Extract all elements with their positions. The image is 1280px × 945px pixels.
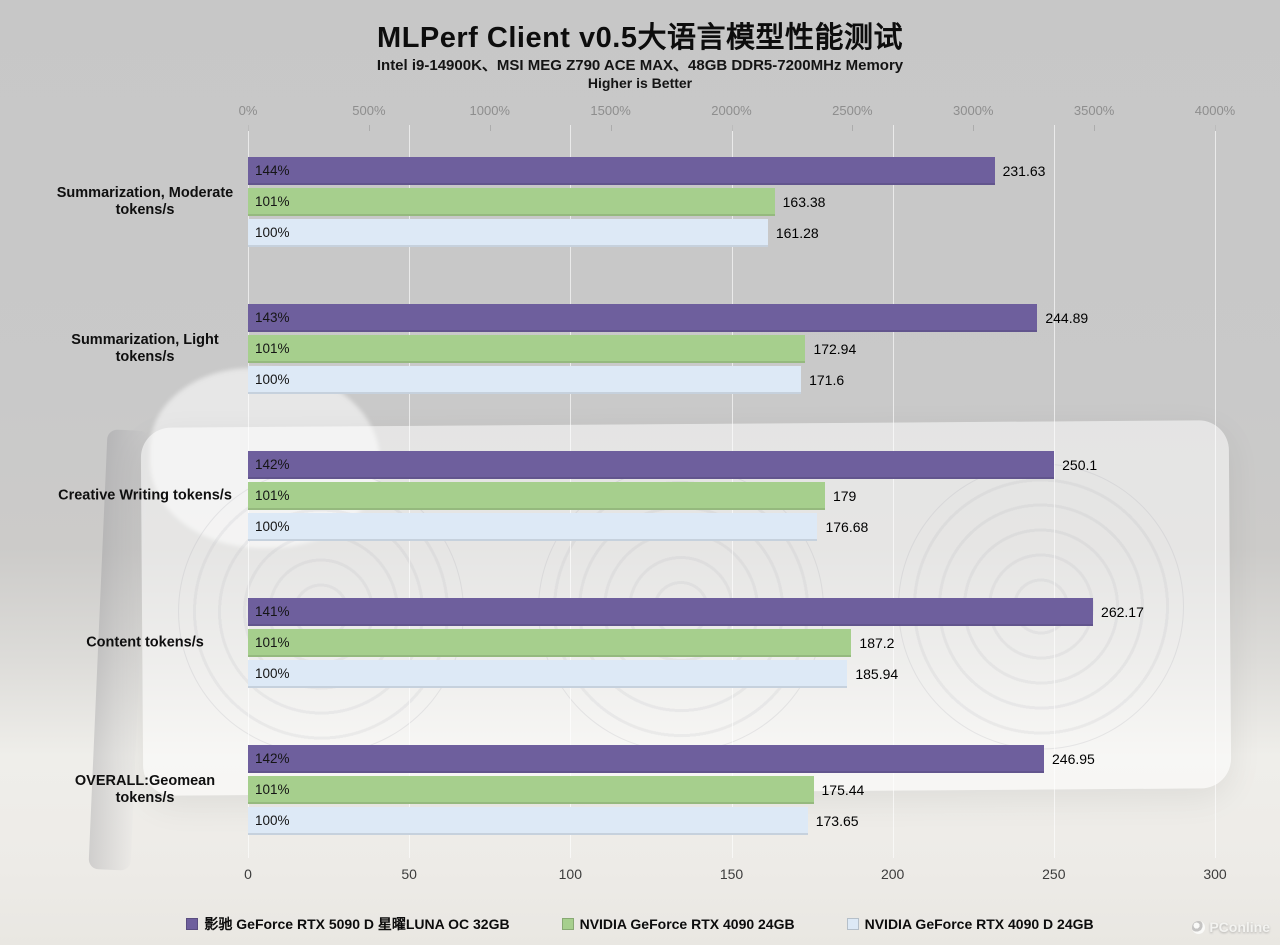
- gridline: [892, 125, 894, 858]
- percent-axis-tick: [1094, 125, 1096, 131]
- percent-axis-tick: [368, 125, 370, 131]
- percent-axis-tick-label: 4000%: [1194, 103, 1236, 118]
- legend-item: NVIDIA GeForce RTX 4090 24GB: [561, 916, 795, 932]
- chart-legend: 影驰 GeForce RTX 5090 D 星曜LUNA OC 32GB NVID…: [0, 914, 1280, 934]
- bar-percent-label: 142%: [255, 457, 290, 472]
- category-label: Creative Writing tokens/s: [58, 487, 232, 504]
- bar-value-label: 172.94: [813, 341, 857, 357]
- bar-percent-label: 100%: [255, 813, 290, 828]
- category-label: Content tokens/s: [86, 634, 204, 651]
- legend-item: NVIDIA GeForce RTX 4090 D 24GB: [846, 916, 1094, 932]
- percent-axis-tick-label: 0%: [238, 103, 258, 118]
- data-bar: 142% 250.1: [248, 451, 1097, 479]
- percent-axis-tick: [731, 125, 733, 131]
- data-bar: 101% 163.38: [248, 188, 825, 216]
- bar-percent-label: 100%: [255, 666, 290, 681]
- bar-value-label: 179: [832, 488, 857, 504]
- data-bar: 100% 173.65: [248, 807, 859, 835]
- value-axis-tick-label: 0: [244, 866, 252, 882]
- data-bar: 100% 185.94: [248, 660, 898, 688]
- percent-axis-tick-label: 3000%: [953, 103, 994, 118]
- legend-swatch: [186, 918, 199, 930]
- data-bar: 100% 176.68: [248, 513, 868, 541]
- chart-title: MLPerf Client v0.5大语言模型性能测试: [377, 22, 903, 54]
- data-bar: 143% 244.89: [248, 304, 1088, 332]
- bar-percent-label: 101%: [255, 194, 290, 209]
- data-bar: 100% 161.28: [248, 219, 819, 247]
- data-bar: 101% 175.44: [248, 776, 864, 804]
- watermark-text: PConline: [1209, 919, 1270, 935]
- gridline: [1053, 125, 1055, 858]
- bar-value-label: 161.28: [775, 225, 819, 241]
- percent-axis-tick-label: 2000%: [711, 103, 752, 118]
- bar-value-label: 262.17: [1101, 604, 1144, 620]
- bar-value-label: 173.65: [815, 813, 859, 829]
- bar-value-label: 244.89: [1045, 310, 1089, 326]
- percent-axis-tick-label: 1500%: [590, 103, 631, 118]
- bar-value-label: 163.38: [782, 194, 826, 210]
- bar-percent-label: 143%: [255, 310, 290, 325]
- bar-value-label: 187.2: [859, 635, 895, 651]
- bar-percent-label: 144%: [255, 163, 290, 178]
- bar-percent-label: 101%: [255, 782, 290, 797]
- legend-label: NVIDIA GeForce RTX 4090 24GB: [579, 916, 795, 932]
- value-axis-tick-label: 150: [719, 866, 744, 882]
- pconline-logo-icon: [1192, 920, 1206, 934]
- legend-item: 影驰 GeForce RTX 5090 D 星曜LUNA OC 32GB: [186, 914, 510, 934]
- category-label: Summarization, Moderate tokens/s: [56, 184, 234, 218]
- category-label: OVERALL:Geomean tokens/s: [74, 772, 216, 806]
- bar-value-label: 231.63: [1002, 163, 1046, 179]
- category-label: Summarization, Light tokens/s: [71, 331, 219, 365]
- legend-swatch: [561, 918, 574, 930]
- percent-axis-tick: [1215, 125, 1216, 131]
- bar-value-label: 176.68: [825, 519, 869, 535]
- bar-percent-label: 101%: [255, 635, 290, 650]
- bar-percent-label: 101%: [255, 488, 290, 503]
- value-axis-tick-label: 300: [1203, 866, 1227, 882]
- bar-value-label: 185.94: [855, 666, 899, 682]
- data-bar: 101% 179: [248, 482, 856, 510]
- data-bar: 100% 171.6: [248, 366, 844, 394]
- percent-axis-tick-label: 500%: [352, 103, 386, 118]
- percent-axis-tick-label: 1000%: [469, 103, 510, 118]
- percent-axis-tick-label: 2500%: [832, 103, 873, 118]
- watermark: PConline: [1192, 919, 1270, 935]
- percent-axis-tick-label: 3500%: [1073, 103, 1115, 118]
- chart-subtitle: Intel i9-14900K、MSI MEG Z790 ACE MAX、48G…: [376, 57, 904, 74]
- data-bar: 142% 246.95: [248, 745, 1095, 773]
- percent-axis-tick: [852, 125, 854, 131]
- percent-axis-tick: [489, 125, 491, 131]
- bar-value-label: 171.6: [809, 372, 845, 388]
- percent-axis-tick: [248, 125, 249, 131]
- bar-percent-label: 100%: [255, 519, 290, 534]
- bar-value-label: 246.95: [1052, 751, 1095, 767]
- percent-axis-tick: [973, 125, 975, 131]
- plot-area: 144% 231.63 101% 163.38 100% 161.28 143% 244.89…: [248, 125, 1216, 858]
- gridline: [1215, 125, 1216, 858]
- value-axis-tick-label: 100: [558, 866, 583, 882]
- data-bar: 144% 231.63: [248, 157, 1045, 185]
- bar-value-label: 250.1: [1062, 457, 1098, 473]
- legend-swatch: [846, 918, 859, 930]
- legend-label: 影驰 GeForce RTX 5090 D 星曜LUNA OC 32GB: [204, 916, 510, 932]
- higher-is-better-note: Higher is Better: [587, 75, 693, 91]
- bar-percent-label: 100%: [255, 372, 290, 387]
- bar-value-label: 175.44: [821, 782, 865, 798]
- value-axis-tick-label: 250: [1042, 866, 1066, 882]
- value-axis-tick-label: 50: [401, 866, 417, 882]
- legend-label: NVIDIA GeForce RTX 4090 D 24GB: [864, 916, 1094, 932]
- bar-percent-label: 100%: [255, 225, 290, 240]
- value-axis-tick-label: 200: [880, 866, 905, 882]
- data-bar: 101% 172.94: [248, 335, 856, 363]
- bar-percent-label: 141%: [255, 604, 290, 619]
- percent-axis-tick: [610, 125, 612, 131]
- bar-percent-label: 142%: [255, 751, 290, 766]
- data-bar: 101% 187.2: [248, 629, 894, 657]
- data-bar: 141% 262.17: [248, 598, 1144, 626]
- bar-percent-label: 101%: [255, 341, 290, 356]
